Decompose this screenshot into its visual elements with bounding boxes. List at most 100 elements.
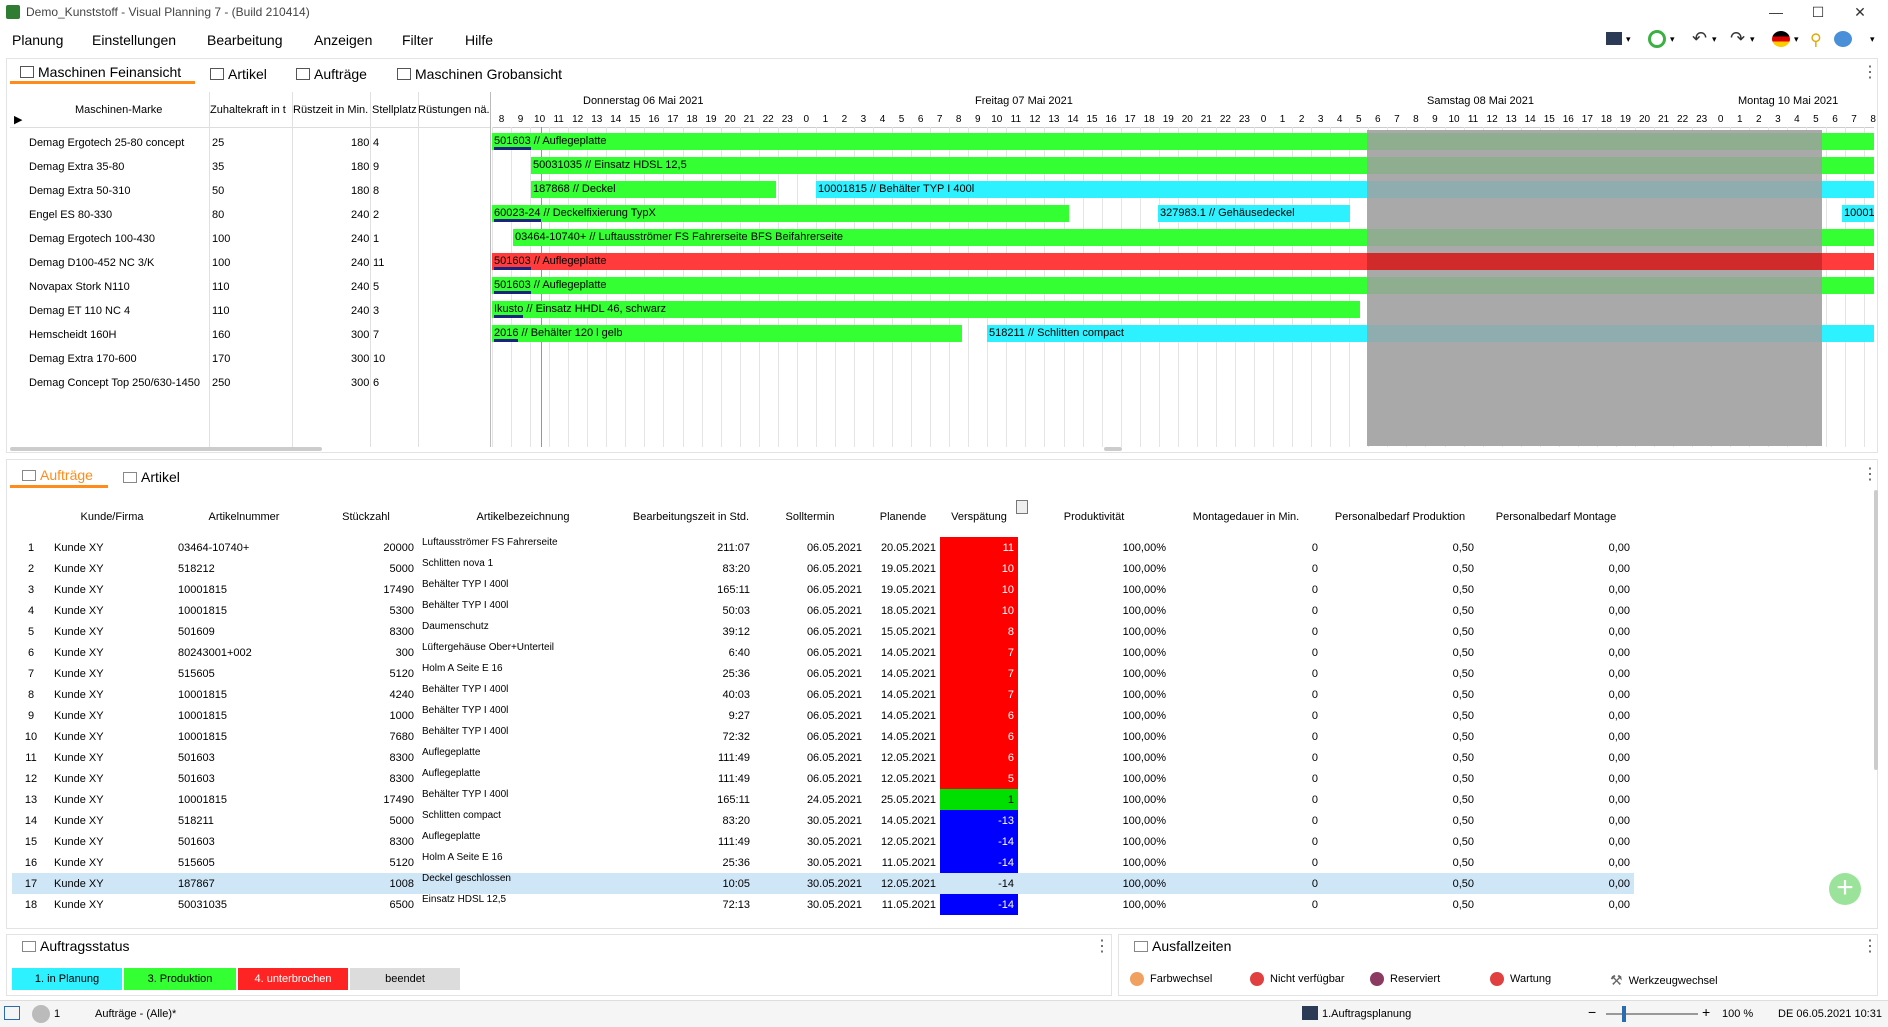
- table-row[interactable]: 4 Kunde XY 10001815 5300 Behälter TYP I 400l…: [12, 600, 1634, 621]
- menu-filter[interactable]: Filter: [402, 32, 434, 48]
- menu-hilfe[interactable]: Hilfe: [465, 32, 494, 48]
- chevron-down-icon[interactable]: ▾: [1712, 34, 1717, 44]
- key-icon[interactable]: ⚲: [1810, 32, 1822, 49]
- monitor-icon[interactable]: [1606, 32, 1622, 45]
- tab-maschinen-grobansicht[interactable]: Maschinen Grobansicht: [397, 66, 562, 82]
- table-row[interactable]: 2 Kunde XY 518212 5000 Schlitten nova 1 83:20…: [12, 558, 1634, 579]
- close-icon[interactable]: ✕: [1854, 4, 1866, 20]
- table-row[interactable]: 15 Kunde XY 501603 8300 Auflegeplatte 111:49 3…: [12, 831, 1634, 852]
- col-header-produktivitaet[interactable]: Produktivität: [1063, 511, 1125, 523]
- redo-icon[interactable]: ↷: [1730, 28, 1746, 48]
- table-row[interactable]: 13 Kunde XY 10001815 17490 Behälter TYP I 40…: [12, 789, 1634, 810]
- table-row[interactable]: 5 Kunde XY 501609 8300 Daumenschutz 39:12 06.0…: [12, 621, 1634, 642]
- table-row[interactable]: 18 Kunde XY 50031035 6500 Einsatz HDSL 12,5 7…: [12, 894, 1634, 915]
- sync-icon[interactable]: [1648, 30, 1666, 48]
- table-row[interactable]: 12 Kunde XY 501603 8300 Auflegeplatte 111:49 0…: [12, 768, 1634, 789]
- column-chooser-icon[interactable]: [1016, 500, 1028, 514]
- menu-planung[interactable]: Planung: [12, 32, 64, 48]
- menu-einstellungen[interactable]: Einstellungen: [92, 32, 177, 48]
- col-header-marke[interactable]: Maschinen-Marke: [75, 104, 163, 116]
- col-header-artikelnummer[interactable]: Artikelnummer: [208, 511, 280, 523]
- menu-bearbeitung[interactable]: Bearbeitung: [207, 32, 283, 48]
- col-header-stueckzahl[interactable]: Stückzahl: [342, 511, 390, 523]
- zoom-slider[interactable]: [1606, 1013, 1698, 1015]
- col-header-personal-montage[interactable]: Personalbedarf Montage: [1495, 511, 1617, 523]
- menu-anzeigen[interactable]: Anzeigen: [314, 32, 373, 48]
- chevron-down-icon[interactable]: ▾: [1870, 34, 1875, 44]
- table-row[interactable]: 11 Kunde XY 501603 8300 Auflegeplatte 111:49 0…: [12, 747, 1634, 768]
- expand-arrow-icon[interactable]: ▶: [14, 114, 23, 126]
- chevron-down-icon[interactable]: ▾: [1670, 34, 1675, 44]
- gantt-bar[interactable]: 60023-24 // Deckelfixierung TypX: [492, 205, 1069, 222]
- table-row[interactable]: 16 Kunde XY 515605 5120 Holm A Seite E 16 25:…: [12, 852, 1634, 873]
- col-header-bearbeitungszeit[interactable]: Bearbeitungszeit in Std.: [632, 511, 750, 523]
- zoom-out-icon[interactable]: −: [1588, 1004, 1597, 1020]
- col-header-ruestungen[interactable]: Rüstungen nä.: [418, 104, 490, 116]
- col-header-ruestzeit[interactable]: Rüstzeit in Min.: [293, 104, 369, 116]
- table-row[interactable]: 7 Kunde XY 515605 5120 Holm A Seite E 16 25:3…: [12, 663, 1634, 684]
- minimize-icon[interactable]: —: [1769, 4, 1783, 20]
- col-header-montagedauer[interactable]: Montagedauer in Min.: [1192, 511, 1300, 523]
- table-row[interactable]: 10 Kunde XY 10001815 7680 Behälter TYP I 400…: [12, 726, 1634, 747]
- tab-auftraege-bottom[interactable]: Aufträge: [22, 467, 93, 483]
- screen-icon[interactable]: [4, 1006, 20, 1020]
- cell-soll: 06.05.2021: [806, 709, 862, 722]
- gantt-bar[interactable]: Ikusto // Einsatz HHDL 46, schwarz: [492, 301, 1360, 318]
- gantt-icon: [20, 66, 34, 78]
- status-chip-in-planung[interactable]: 1. in Planung: [12, 968, 122, 990]
- status-chip-produktion[interactable]: 3. Produktion: [124, 968, 236, 990]
- panel-menu-icon[interactable]: ⋮: [1094, 938, 1110, 955]
- col-header-personal-produktion[interactable]: Personalbedarf Produktion: [1334, 511, 1466, 523]
- machine-force: 110: [212, 281, 230, 293]
- legend-farbwechsel[interactable]: Farbwechsel: [1130, 972, 1212, 986]
- col-header-planende[interactable]: Planende: [879, 511, 927, 523]
- zoom-slider-handle[interactable]: [1622, 1006, 1626, 1022]
- legend-wartung[interactable]: Wartung: [1490, 972, 1551, 986]
- legend-reserviert[interactable]: Reserviert: [1370, 972, 1440, 986]
- tab-artikel[interactable]: Artikel: [210, 66, 267, 82]
- cell-zeit: 165:11: [717, 583, 750, 596]
- col-header-solltermin[interactable]: Solltermin: [785, 511, 835, 523]
- chevron-down-icon[interactable]: ▾: [1750, 34, 1755, 44]
- chevron-down-icon[interactable]: ▾: [1626, 34, 1631, 44]
- table-row[interactable]: 17 Kunde XY 187867 1008 Deckel geschlossen 10…: [12, 873, 1634, 894]
- gantt-scrollbar[interactable]: [1104, 447, 1122, 451]
- panel-menu-icon[interactable]: ⋮: [1862, 64, 1878, 81]
- gantt-bar[interactable]: 10001: [1842, 205, 1874, 222]
- maximize-icon[interactable]: ☐: [1811, 4, 1825, 20]
- gantt-bar[interactable]: 327983.1 // Gehäusedeckel: [1158, 205, 1350, 222]
- col-header-stellplatz[interactable]: Stellplatz: [372, 104, 417, 116]
- table-row[interactable]: 8 Kunde XY 10001815 4240 Behälter TYP I 400l…: [12, 684, 1634, 705]
- zoom-in-icon[interactable]: +: [1702, 1004, 1711, 1020]
- col-header-verspaetung[interactable]: Verspätung: [951, 511, 1007, 523]
- horizontal-scrollbar[interactable]: [10, 447, 322, 451]
- table-row[interactable]: 3 Kunde XY 10001815 17490 Behälter TYP I 400…: [12, 579, 1634, 600]
- panel-menu-icon[interactable]: ⋮: [1862, 938, 1878, 955]
- undo-icon[interactable]: ↶: [1692, 28, 1708, 48]
- cell-mont: 0: [1311, 793, 1318, 806]
- table-row[interactable]: 1 Kunde XY 03464-10740+ 20000 Luftausströmer…: [12, 537, 1634, 558]
- chevron-down-icon[interactable]: ▾: [1794, 34, 1799, 44]
- cell-pm: 0,00: [1608, 646, 1630, 659]
- col-header-artikelbezeichnung[interactable]: Artikelbezeichnung: [476, 511, 570, 523]
- col-header-zuhaltekraft[interactable]: Zuhaltekraft in t: [210, 104, 286, 116]
- legend-werkzeugwechsel[interactable]: ⚒ Werkzeugwechsel: [1610, 972, 1718, 989]
- tab-auftraege[interactable]: Aufträge: [296, 66, 367, 82]
- table-row[interactable]: 14 Kunde XY 518211 5000 Schlitten compact 83:…: [12, 810, 1634, 831]
- table-row[interactable]: 6 Kunde XY 80243001+002 300 Lüftergehäuse Ob…: [12, 642, 1634, 663]
- hour-label: 12: [572, 114, 584, 125]
- gantt-bar[interactable]: 2016 // Behälter 120 l gelb: [492, 325, 962, 342]
- vertical-scrollbar[interactable]: [1874, 490, 1878, 770]
- gantt-bar[interactable]: 187868 // Deckel: [531, 181, 776, 198]
- add-order-button[interactable]: +: [1829, 873, 1861, 905]
- tab-artikel-bottom[interactable]: Artikel: [123, 469, 180, 485]
- table-row[interactable]: 9 Kunde XY 10001815 1000 Behälter TYP I 400l…: [12, 705, 1634, 726]
- panel-menu-icon[interactable]: ⋮: [1862, 466, 1878, 483]
- status-chip-beendet[interactable]: beendet: [350, 968, 460, 990]
- status-chip-unterbrochen[interactable]: 4. unterbrochen: [238, 968, 348, 990]
- legend-nicht-verfuegbar[interactable]: Nicht verfügbar: [1250, 972, 1345, 986]
- tab-maschinen-feinansicht[interactable]: Maschinen Feinansicht: [20, 64, 181, 80]
- chat-icon[interactable]: [1834, 31, 1852, 47]
- language-flag-icon[interactable]: [1772, 31, 1790, 47]
- col-header-kunde[interactable]: Kunde/Firma: [80, 511, 144, 523]
